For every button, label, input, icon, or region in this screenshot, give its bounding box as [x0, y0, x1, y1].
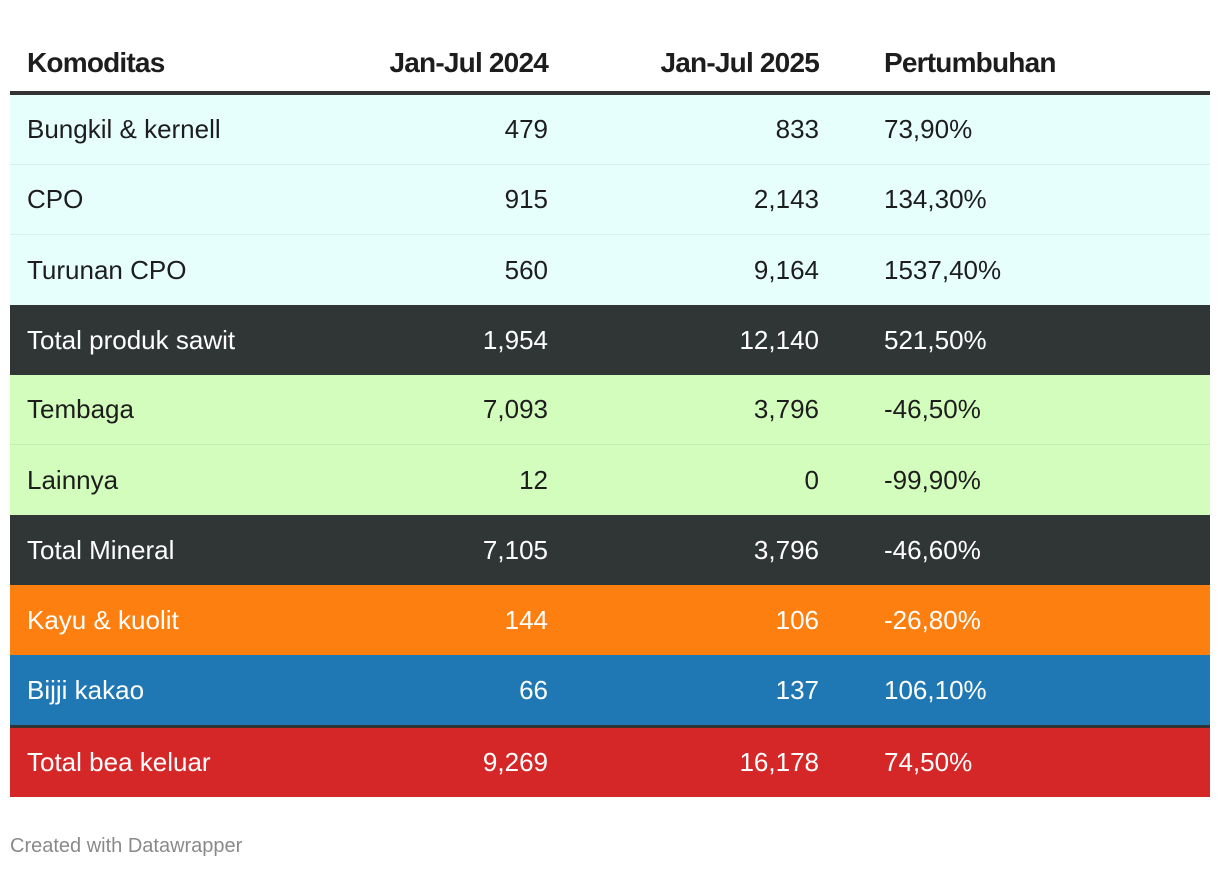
cell-komoditas: Total Mineral [27, 534, 175, 565]
cell-pertumbuhan: 521,50% [884, 324, 987, 355]
cell-komoditas: Total produk sawit [27, 324, 236, 355]
cell-jan-jul-2024: 479 [504, 114, 548, 144]
header-jan-jul-2025[interactable]: Jan-Jul 2025 [660, 46, 820, 78]
table-row: Tembaga 7,093 3,796 -46,50% [10, 375, 1210, 445]
cell-jan-jul-2024: 9,269 [482, 747, 548, 777]
table-row: Bijji kakao 66 137 106,10% [10, 655, 1210, 725]
cell-pertumbuhan: -46,60% [884, 534, 981, 565]
cell-pertumbuhan: 134,30% [884, 184, 987, 214]
data-table: Komoditas Jan-Jul 2024 Jan-Jul 2025 Pert… [10, 34, 1210, 797]
cell-komoditas: Bungkil & kernell [27, 114, 221, 144]
cell-jan-jul-2025: 12,140 [739, 324, 819, 355]
cell-jan-jul-2025: 106 [775, 604, 819, 635]
cell-jan-jul-2025: 3,796 [753, 534, 819, 565]
table-row: Bungkil & kernell 479 833 73,90% [10, 95, 1210, 165]
header-komoditas[interactable]: Komoditas [27, 46, 165, 78]
cell-pertumbuhan: -46,50% [884, 394, 981, 424]
cell-pertumbuhan: 106,10% [884, 674, 987, 705]
table-row: Turunan CPO 560 9,164 1537,40% [10, 235, 1210, 305]
cell-pertumbuhan: 1537,40% [884, 254, 1002, 285]
cell-jan-jul-2025: 833 [775, 114, 819, 144]
table-row: Total produk sawit 1,954 12,140 521,50% [10, 305, 1210, 375]
cell-jan-jul-2025: 16,178 [739, 747, 819, 777]
cell-komoditas: Bijji kakao [27, 674, 145, 705]
cell-jan-jul-2025: 2,143 [753, 184, 819, 214]
table-row: CPO 915 2,143 134,30% [10, 165, 1210, 235]
cell-jan-jul-2024: 1,954 [482, 324, 548, 355]
cell-komoditas: CPO [27, 184, 84, 214]
cell-komoditas: Tembaga [27, 394, 134, 424]
cell-jan-jul-2025: 137 [775, 674, 819, 705]
table-row: Lainnya 12 0 -99,90% [10, 445, 1210, 515]
cell-jan-jul-2024: 7,093 [482, 394, 548, 424]
credit-footer: Created with Datawrapper [10, 835, 243, 857]
cell-jan-jul-2024: 915 [504, 184, 548, 214]
table-row: Total Mineral 7,105 3,796 -46,60% [10, 515, 1210, 585]
cell-jan-jul-2024: 7,105 [482, 534, 548, 565]
total-separator [10, 725, 1210, 728]
cell-pertumbuhan: -26,80% [884, 604, 981, 635]
table-row: Kayu & kuolit 144 106 -26,80% [10, 585, 1210, 655]
cell-komoditas: Turunan CPO [27, 254, 187, 285]
cell-jan-jul-2025: 0 [804, 464, 819, 495]
cell-komoditas: Total bea keluar [27, 747, 211, 777]
cell-pertumbuhan: 74,50% [884, 747, 973, 777]
cell-komoditas: Lainnya [27, 464, 119, 495]
table-row: Total bea keluar 9,269 16,178 74,50% [10, 728, 1210, 797]
header-pertumbuhan[interactable]: Pertumbuhan [884, 46, 1056, 78]
table-body: Bungkil & kernell 479 833 73,90% CPO 915 2,143… [10, 95, 1210, 797]
cell-pertumbuhan: -99,90% [884, 464, 981, 495]
table-header: Komoditas Jan-Jul 2024 Jan-Jul 2025 Pert… [10, 34, 1210, 95]
cell-jan-jul-2024: 560 [504, 254, 548, 285]
header-jan-jul-2024[interactable]: Jan-Jul 2024 [389, 46, 549, 78]
cell-jan-jul-2024: 12 [519, 464, 548, 495]
cell-pertumbuhan: 73,90% [884, 114, 973, 144]
cell-jan-jul-2025: 9,164 [753, 254, 819, 285]
cell-jan-jul-2024: 144 [504, 604, 548, 635]
cell-jan-jul-2024: 66 [519, 674, 548, 705]
cell-jan-jul-2025: 3,796 [753, 394, 819, 424]
cell-komoditas: Kayu & kuolit [27, 604, 179, 635]
